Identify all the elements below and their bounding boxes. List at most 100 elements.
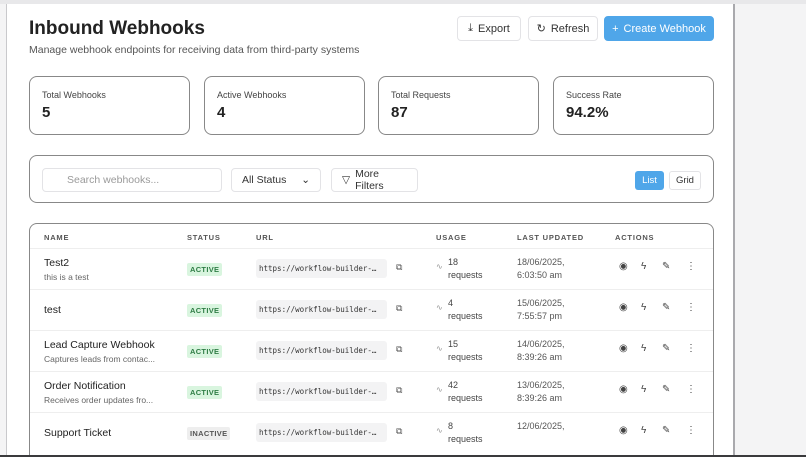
table-row[interactable]: Lead Capture Webhook Captures leads from … — [30, 330, 713, 371]
column-header-last-updated: LAST UPDATED — [517, 233, 584, 242]
table-row[interactable]: Order Notification Receives order updates… — [30, 371, 713, 412]
updated-date: 15/06/2025, — [517, 298, 565, 308]
stat-value: 94.2% — [566, 104, 609, 121]
updated-time: 7:55:57 pm — [517, 311, 563, 321]
filter-bar: Search webhooks... All Status ⌄ ▽ More Fil… — [29, 155, 714, 203]
more-filters-label: More Filters — [355, 168, 384, 192]
stat-value: 87 — [391, 104, 408, 121]
test-lightning-icon[interactable]: ϟ — [641, 384, 647, 395]
view-eye-icon[interactable]: ◉ — [619, 343, 628, 354]
search-input[interactable]: Search webhooks... — [42, 168, 222, 192]
edit-icon[interactable]: ✎ — [662, 384, 671, 395]
copy-icon[interactable]: ⧉ — [396, 303, 403, 313]
export-label: Export — [478, 22, 510, 35]
more-options-icon[interactable]: ⋮ — [686, 343, 696, 354]
webhook-url: https://workflow-builder-… — [256, 341, 387, 360]
status-badge: ACTIVE — [187, 263, 223, 276]
more-options-icon[interactable]: ⋮ — [686, 261, 696, 272]
test-lightning-icon[interactable]: ϟ — [641, 261, 647, 272]
test-lightning-icon[interactable]: ϟ — [641, 302, 647, 313]
filter-icon: ▽ — [342, 174, 351, 186]
stat-card-active-webhooks: Active Webhooks 4 — [204, 76, 365, 135]
webhook-url: https://workflow-builder-… — [256, 259, 387, 278]
column-header-name: NAME — [44, 233, 70, 242]
status-select-value: All Status — [242, 174, 287, 186]
webhook-url: https://workflow-builder-… — [256, 382, 387, 401]
activity-icon: ∿ — [436, 344, 443, 353]
webhook-name[interactable]: Test2 — [44, 257, 70, 269]
webhook-url: https://workflow-builder-… — [256, 300, 387, 319]
copy-icon[interactable]: ⧉ — [396, 262, 403, 272]
stat-label: Total Requests — [391, 90, 451, 100]
usage-number: 8 — [448, 421, 454, 431]
webhook-name[interactable]: Order Notification — [44, 380, 126, 392]
webhooks-table: NAME STATUS URL USAGE LAST UPDATED ACTIO… — [29, 223, 714, 455]
copy-icon[interactable]: ⧉ — [396, 426, 403, 436]
webhook-name[interactable]: test — [44, 304, 61, 316]
updated-date: 12/06/2025, — [517, 421, 565, 431]
grid-view-button[interactable]: Grid — [669, 171, 701, 190]
plus-icon: + — [612, 22, 619, 35]
webhook-name[interactable]: Lead Capture Webhook — [44, 339, 155, 351]
column-header-usage: USAGE — [436, 233, 467, 242]
export-button[interactable]: ⤓ Export — [457, 16, 521, 41]
updated-time: 6:03:50 am — [517, 270, 563, 280]
refresh-icon: ↻ — [536, 23, 546, 35]
usage-count: 8 requests — [448, 420, 483, 446]
refresh-button[interactable]: ↻ Refresh — [528, 16, 598, 41]
stat-value: 5 — [42, 104, 51, 121]
updated-time: 8:39:26 am — [517, 352, 563, 362]
table-row[interactable]: Test2 this is a test ACTIVE https://workflo… — [30, 248, 713, 289]
stat-card-total-requests: Total Requests 87 — [378, 76, 539, 135]
webhook-url: https://workflow-builder-… — [256, 423, 387, 442]
updated-date: 18/06/2025, — [517, 257, 565, 267]
download-icon: ⤓ — [468, 22, 474, 34]
usage-count: 4 requests — [448, 297, 483, 323]
edit-icon[interactable]: ✎ — [662, 261, 671, 272]
table-row[interactable]: Support Ticket INACTIVE https://workflow-b… — [30, 412, 713, 453]
last-updated: 12/06/2025, — [517, 420, 565, 433]
stat-label: Active Webhooks — [217, 90, 287, 100]
test-lightning-icon[interactable]: ϟ — [641, 343, 647, 354]
stat-card-total-webhooks: Total Webhooks 5 — [29, 76, 190, 135]
status-badge: INACTIVE — [187, 427, 231, 440]
webhook-name[interactable]: Support Ticket — [44, 427, 112, 439]
status-badge: ACTIVE — [187, 345, 223, 358]
usage-number: 18 — [448, 257, 459, 267]
table-row[interactable]: test ACTIVE https://workflow-builder-… ⧉ ∿ 4 r… — [30, 289, 713, 330]
status-select[interactable]: All Status ⌄ — [231, 168, 321, 192]
updated-time: 8:39:26 am — [517, 393, 563, 403]
webhook-description: this is a test — [44, 272, 89, 282]
view-eye-icon[interactable]: ◉ — [619, 384, 628, 395]
chevron-down-icon: ⌄ — [301, 174, 310, 186]
usage-number: 4 — [448, 298, 454, 308]
stat-label: Total Webhooks — [42, 90, 106, 100]
more-filters-button[interactable]: ▽ More Filters — [331, 168, 418, 192]
updated-date: 14/06/2025, — [517, 339, 565, 349]
edit-icon[interactable]: ✎ — [662, 425, 671, 436]
activity-icon: ∿ — [436, 426, 443, 435]
edit-icon[interactable]: ✎ — [662, 302, 671, 313]
usage-unit: requests — [448, 393, 483, 403]
usage-number: 15 — [448, 339, 459, 349]
more-options-icon[interactable]: ⋮ — [686, 384, 696, 395]
column-header-actions: ACTIONS — [615, 233, 655, 242]
edit-icon[interactable]: ✎ — [662, 343, 671, 354]
last-updated: 14/06/2025, 8:39:26 am — [517, 338, 565, 364]
more-options-icon[interactable]: ⋮ — [686, 425, 696, 436]
copy-icon[interactable]: ⧉ — [396, 344, 403, 354]
webhook-description: Captures leads from contac... — [44, 354, 156, 364]
stat-card-success-rate: Success Rate 94.2% — [553, 76, 714, 135]
list-view-button[interactable]: List — [635, 171, 664, 190]
usage-count: 42 requests — [448, 379, 483, 405]
column-header-url: URL — [256, 233, 274, 242]
test-lightning-icon[interactable]: ϟ — [641, 425, 647, 436]
view-eye-icon[interactable]: ◉ — [619, 261, 628, 272]
create-webhook-button[interactable]: + Create Webhook — [604, 16, 714, 41]
usage-unit: requests — [448, 352, 483, 362]
usage-count: 15 requests — [448, 338, 483, 364]
view-eye-icon[interactable]: ◉ — [619, 302, 628, 313]
copy-icon[interactable]: ⧉ — [396, 385, 403, 395]
view-eye-icon[interactable]: ◉ — [619, 425, 628, 436]
more-options-icon[interactable]: ⋮ — [686, 302, 696, 313]
